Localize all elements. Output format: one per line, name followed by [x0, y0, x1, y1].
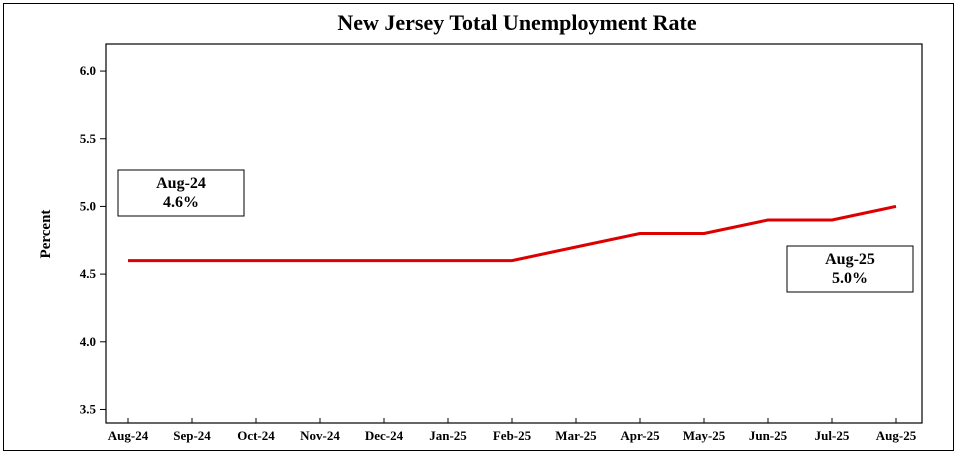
chart-title: New Jersey Total Unemployment Rate [337, 10, 697, 35]
y-axis-label: Percent [38, 210, 54, 259]
series-line [128, 204, 897, 263]
callout-end-value: 5.0% [832, 270, 868, 287]
x-tick-label: May-25 [683, 428, 726, 443]
x-tick-label: Nov-24 [300, 428, 340, 443]
y-tick-label: 4.5 [80, 266, 97, 281]
line-chart: New Jersey Total Unemployment Rate Perce… [38, 10, 923, 443]
chart-frame: New Jersey Total Unemployment Rate Perce… [3, 3, 954, 451]
x-tick-label: Jun-25 [749, 428, 788, 443]
y-tick-label: 5.0 [80, 198, 96, 213]
callout-start-value: 4.6% [163, 194, 199, 211]
y-tick-label: 3.5 [80, 401, 97, 416]
y-tick-label: 4.0 [80, 334, 96, 349]
callout-end-box [786, 245, 914, 293]
x-tick-label: Dec-24 [365, 428, 404, 443]
y-tick-label: 6.0 [80, 63, 96, 78]
x-tick-label: Jan-25 [429, 428, 467, 443]
x-tick-label: Sep-24 [173, 428, 211, 443]
callouts: Aug-24 4.6% Aug-25 5.0% [117, 169, 914, 293]
callout-start-box [117, 169, 245, 217]
x-axis: Aug-24 Sep-24 Oct-24 Nov-24 Dec-24 Jan-25 Feb-… [108, 418, 917, 443]
y-axis: 3.5 4.0 4.5 5.0 5.5 6.0 [80, 63, 106, 416]
x-tick-label: Aug-25 [876, 428, 917, 443]
x-tick-label: Feb-25 [493, 428, 532, 443]
callout-end-period: Aug-25 [825, 251, 875, 268]
x-tick-label: Jul-25 [815, 428, 850, 443]
x-tick-label: Oct-24 [237, 428, 275, 443]
callout-start-period: Aug-24 [156, 175, 206, 192]
x-tick-label: Aug-24 [108, 428, 149, 443]
x-tick-label: Mar-25 [555, 428, 597, 443]
plot-area [105, 43, 923, 424]
y-tick-label: 5.5 [80, 131, 97, 146]
x-tick-label: Apr-25 [620, 428, 660, 443]
